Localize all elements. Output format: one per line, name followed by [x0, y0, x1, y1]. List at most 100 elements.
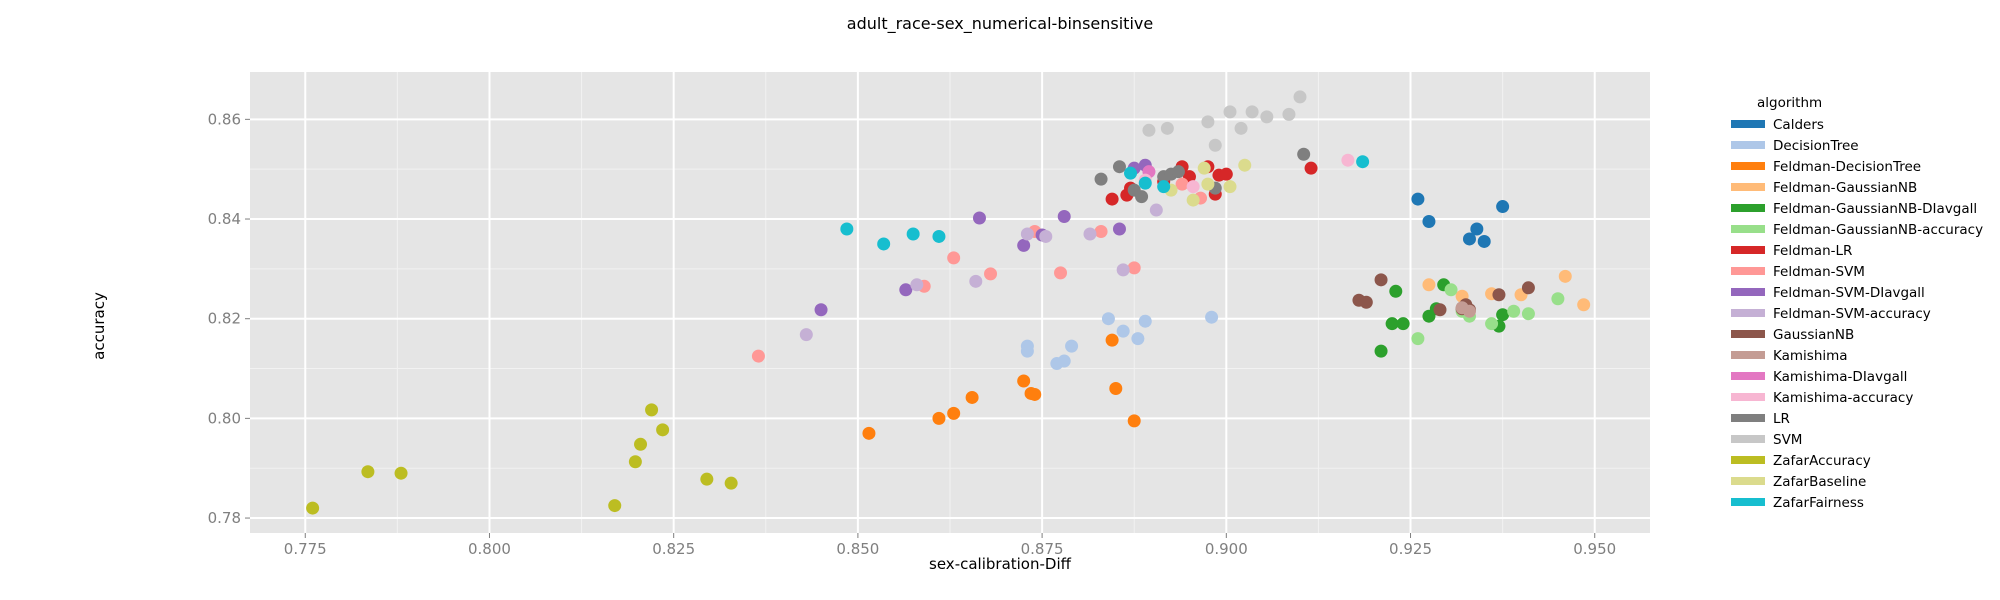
x-tick-label: 0.825	[652, 540, 695, 558]
point-feldman-gaussiannb-accuracy	[1485, 317, 1499, 331]
legend-swatch-kamishima	[1731, 351, 1765, 359]
point-calders	[1422, 215, 1436, 229]
legend-label-feldman-svm-accuracy: Feldman-SVM-accuracy	[1773, 306, 1931, 322]
point-feldman-svm-diavgall	[1057, 210, 1071, 224]
legend-label-feldman-svm-diavgall: Feldman-SVM-DIavgall	[1773, 285, 1925, 301]
point-lr	[1094, 172, 1108, 186]
point-calders	[1470, 222, 1484, 236]
point-lr	[1135, 190, 1149, 204]
point-zafaraccuracy	[306, 501, 320, 515]
legend-swatch-decisiontree	[1731, 141, 1765, 149]
point-zafarfairness	[932, 229, 946, 243]
legend-label-feldman-gaussiannb-diavgall: Feldman-GaussianNB-DIavgall	[1773, 201, 1977, 217]
point-calders	[1462, 232, 1476, 246]
legend-swatch-feldman-gaussiannb-accuracy	[1731, 225, 1765, 233]
point-feldman-svm-diavgall	[814, 303, 828, 317]
legend-label-decisiontree: DecisionTree	[1773, 138, 1859, 154]
point-svm	[1245, 105, 1259, 119]
point-zafaraccuracy	[634, 437, 648, 451]
legend-swatch-gaussiannb	[1731, 330, 1765, 338]
point-feldman-svm-accuracy	[969, 274, 983, 288]
point-decisiontree	[1057, 354, 1071, 368]
point-feldman-svm	[1054, 266, 1068, 280]
point-feldman-svm	[1175, 177, 1189, 191]
point-feldman-gaussiannb-accuracy	[1444, 283, 1458, 297]
point-svm	[1208, 138, 1222, 152]
point-svm	[1234, 121, 1248, 135]
point-gaussiannb	[1433, 303, 1447, 317]
point-feldman-gaussiannb-diavgall	[1389, 284, 1403, 298]
point-feldman-svm-accuracy	[1020, 227, 1034, 241]
point-zafaraccuracy	[656, 423, 670, 437]
legend-swatch-svm	[1731, 435, 1765, 443]
legend-label-kamishima-diavgall: Kamishima-DIavgall	[1773, 369, 1907, 385]
y-tick-label: 0.78	[208, 509, 241, 527]
point-decisiontree	[1065, 339, 1079, 353]
point-feldman-decisiontree	[965, 390, 979, 404]
point-zafarbaseline	[1238, 158, 1252, 172]
legend-label-feldman-svm: Feldman-SVM	[1773, 264, 1865, 280]
point-zafarfairness	[1356, 155, 1370, 169]
point-feldman-gaussiannb-accuracy	[1507, 304, 1521, 318]
point-feldman-svm-diavgall	[1017, 238, 1031, 252]
data-points	[306, 90, 1591, 515]
point-feldman-gaussiannb-diavgall	[1374, 344, 1388, 358]
legend-label-zafarbaseline: ZafarBaseline	[1773, 474, 1866, 490]
point-gaussiannb	[1492, 288, 1506, 302]
point-calders	[1496, 200, 1510, 214]
point-kamishima	[1462, 304, 1476, 318]
point-decisiontree	[1020, 344, 1034, 358]
point-feldman-lr	[1105, 192, 1119, 206]
point-kamishima-accuracy	[1186, 180, 1200, 194]
point-feldman-gaussiannb	[1577, 298, 1591, 312]
point-feldman-gaussiannb-accuracy	[1551, 292, 1565, 306]
y-tick-label: 0.86	[208, 110, 241, 128]
point-lr	[1297, 147, 1311, 161]
point-svm	[1282, 107, 1296, 121]
axis-ticks: 0.775 0.800 0.825 0.850 0.875 0.900 0.925 0.950…	[208, 110, 1617, 558]
point-feldman-gaussiannb-accuracy	[1411, 332, 1425, 346]
x-tick-label: 0.850	[836, 540, 879, 558]
x-tick-label: 0.800	[468, 540, 511, 558]
y-axis-title: accuracy	[90, 292, 108, 360]
point-feldman-svm	[947, 251, 961, 265]
legend: Calders DecisionTree Feldman-DecisionTree F…	[1731, 117, 1983, 511]
point-feldman-svm	[751, 349, 765, 363]
point-zafarfairness	[877, 237, 891, 251]
point-zafaraccuracy	[628, 455, 642, 469]
point-zafarfairness	[840, 222, 854, 236]
point-feldman-lr	[1219, 167, 1233, 181]
point-feldman-svm-diavgall	[899, 283, 913, 297]
point-zafarfairness	[906, 227, 920, 241]
legend-label-feldman-gaussiannb-accuracy: Feldman-GaussianNB-accuracy	[1773, 222, 1983, 238]
point-zafarbaseline	[1186, 193, 1200, 207]
legend-label-feldman-lr: Feldman-LR	[1773, 243, 1852, 259]
point-feldman-lr	[1304, 161, 1318, 175]
point-zafarbaseline	[1197, 161, 1211, 175]
legend-swatch-feldman-gaussiannb	[1731, 183, 1765, 191]
x-tick-label: 0.950	[1573, 540, 1616, 558]
point-decisiontree	[1138, 314, 1152, 328]
x-tick-label: 0.775	[284, 540, 327, 558]
point-gaussiannb	[1359, 295, 1373, 309]
point-feldman-gaussiannb-diavgall	[1385, 317, 1399, 331]
point-zafaraccuracy	[361, 465, 375, 479]
legend-label-kamishima: Kamishima	[1773, 348, 1848, 364]
point-feldman-decisiontree	[1127, 414, 1141, 428]
legend-swatch-feldman-decisiontree	[1731, 162, 1765, 170]
point-feldman-decisiontree	[1017, 374, 1031, 388]
point-svm	[1293, 90, 1307, 104]
legend-swatch-zafarbaseline	[1731, 477, 1765, 485]
point-feldman-decisiontree	[932, 411, 946, 425]
legend-label-lr: LR	[1773, 411, 1790, 427]
point-feldman-decisiontree	[1028, 387, 1042, 401]
legend-swatch-zafaraccuracy	[1731, 456, 1765, 464]
point-feldman-svm-accuracy	[1083, 227, 1097, 241]
point-gaussiannb	[1521, 281, 1535, 295]
legend-swatch-kamishima-accuracy	[1731, 393, 1765, 401]
point-zafaraccuracy	[608, 499, 622, 513]
point-feldman-svm-diavgall	[1112, 222, 1126, 236]
point-feldman-svm	[1127, 261, 1141, 275]
point-decisiontree	[1116, 324, 1130, 338]
point-feldman-gaussiannb-diavgall	[1496, 308, 1510, 322]
